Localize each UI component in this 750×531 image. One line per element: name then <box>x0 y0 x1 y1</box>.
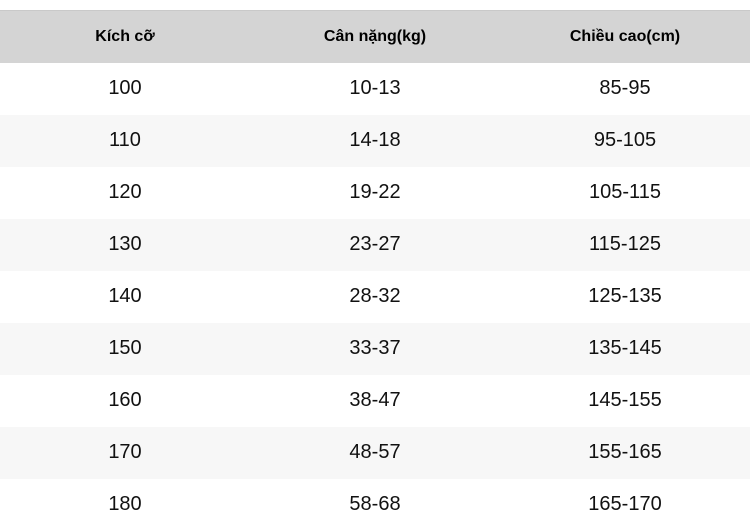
cell-height: 165-170 <box>588 493 662 515</box>
cell-weight: 28-32 <box>349 285 401 307</box>
cell-size: 100 <box>108 77 142 99</box>
cell-weight: 23-27 <box>349 233 401 255</box>
cell-height: 105-115 <box>589 181 661 203</box>
cell-height: 155-165 <box>588 441 662 463</box>
cell-size: 130 <box>108 233 142 255</box>
cell-weight: 38-47 <box>349 389 401 411</box>
cell-weight: 10-13 <box>349 77 401 99</box>
table-row: 120 19-22 105-115 <box>0 166 750 219</box>
size-table-header: Kích cỡ Cân nặng(kg) Chiều cao(cm) <box>0 10 750 63</box>
cell-weight: 19-22 <box>349 181 401 203</box>
table-row: 180 58-68 165-170 <box>0 478 750 531</box>
cell-height: 125-135 <box>588 285 662 307</box>
cell-height: 95-105 <box>593 129 657 151</box>
cell-size: 150 <box>108 337 142 359</box>
size-table-body: 100 10-13 85-95 110 14-18 95-105 120 19-22 105-1… <box>0 62 750 531</box>
cell-weight: 14-18 <box>349 129 401 151</box>
column-header-weight: Cân nặng(kg) <box>250 10 500 63</box>
cell-size: 160 <box>108 389 142 411</box>
cell-height: 85-95 <box>599 77 651 99</box>
cell-size: 110 <box>109 129 141 151</box>
table-row: 110 14-18 95-105 <box>0 114 750 167</box>
table-row: 130 23-27 115-125 <box>0 218 750 271</box>
table-row: 150 33-37 135-145 <box>0 322 750 375</box>
cell-height: 135-145 <box>588 337 662 359</box>
table-row: 170 48-57 155-165 <box>0 426 750 479</box>
table-row: 100 10-13 85-95 <box>0 62 750 115</box>
cell-size: 140 <box>108 285 142 307</box>
cell-weight: 58-68 <box>349 493 401 515</box>
cell-size: 170 <box>108 441 142 463</box>
cell-height: 145-155 <box>588 389 662 411</box>
cell-size: 120 <box>108 181 142 203</box>
cell-height: 115-125 <box>589 233 661 255</box>
cell-weight: 48-57 <box>349 441 401 463</box>
cell-size: 180 <box>108 493 142 515</box>
cell-weight: 33-37 <box>349 337 401 359</box>
column-header-height: Chiều cao(cm) <box>500 10 750 63</box>
size-table: Kích cỡ Cân nặng(kg) Chiều cao(cm) 100 10… <box>0 10 750 531</box>
header-row: Kích cỡ Cân nặng(kg) Chiều cao(cm) <box>0 10 750 63</box>
table-row: 160 38-47 145-155 <box>0 374 750 427</box>
column-header-size: Kích cỡ <box>0 10 250 63</box>
table-row: 140 28-32 125-135 <box>0 270 750 323</box>
